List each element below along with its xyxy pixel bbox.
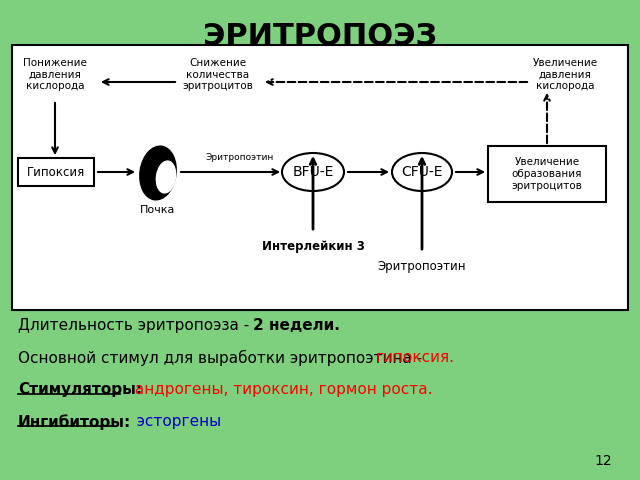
Text: Увеличение
образования
эритроцитов: Увеличение образования эритроцитов bbox=[511, 157, 582, 191]
Text: эсторгены: эсторгены bbox=[122, 414, 221, 429]
Text: Увеличение
давления
кислорода: Увеличение давления кислорода bbox=[532, 58, 598, 91]
Text: Эритропоэтин: Эритропоэтин bbox=[206, 153, 274, 162]
Text: андрогены, тироксин, гормон роста.: андрогены, тироксин, гормон роста. bbox=[130, 382, 433, 397]
Text: 2 недели.: 2 недели. bbox=[253, 318, 340, 333]
Text: Длительность эритропоэза -: Длительность эритропоэза - bbox=[18, 318, 254, 333]
Text: Гипоксия: Гипоксия bbox=[27, 166, 85, 179]
Ellipse shape bbox=[140, 146, 176, 200]
Ellipse shape bbox=[156, 161, 175, 193]
Text: Почка: Почка bbox=[140, 205, 176, 215]
Text: Интерлейкин 3: Интерлейкин 3 bbox=[262, 240, 364, 253]
Text: BFU-E: BFU-E bbox=[292, 165, 333, 179]
Text: 12: 12 bbox=[595, 454, 612, 468]
Text: гипоксия.: гипоксия. bbox=[376, 350, 455, 365]
Text: Основной стимул для выработки эритропоэтина -: Основной стимул для выработки эритропоэт… bbox=[18, 350, 427, 366]
Text: Снижение
количества
эритроцитов: Снижение количества эритроцитов bbox=[182, 58, 253, 91]
Text: Эритропоэтин: Эритропоэтин bbox=[378, 260, 467, 273]
Text: Ингибиторы:: Ингибиторы: bbox=[18, 414, 131, 430]
Text: Понижение
давления
кислорода: Понижение давления кислорода bbox=[23, 58, 87, 91]
Text: CFU-E: CFU-E bbox=[401, 165, 443, 179]
FancyBboxPatch shape bbox=[18, 158, 94, 186]
Text: ЭРИТРОПОЭЗ: ЭРИТРОПОЭЗ bbox=[203, 22, 437, 51]
Ellipse shape bbox=[282, 153, 344, 191]
Text: Стимуляторы:: Стимуляторы: bbox=[18, 382, 142, 397]
Ellipse shape bbox=[392, 153, 452, 191]
FancyBboxPatch shape bbox=[488, 146, 606, 202]
FancyBboxPatch shape bbox=[12, 45, 628, 310]
